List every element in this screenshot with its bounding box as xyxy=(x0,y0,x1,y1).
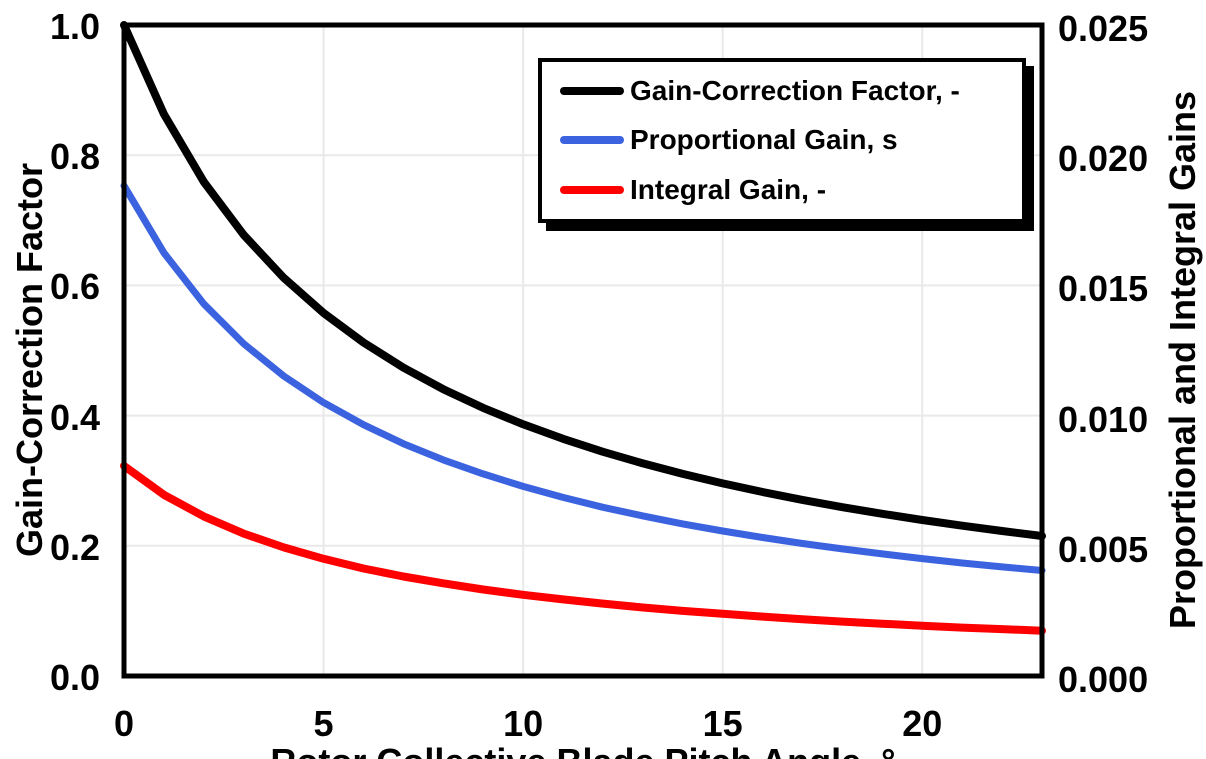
legend-line-swatch-red xyxy=(560,186,624,195)
series-line xyxy=(120,182,1046,574)
y-axis-tick-label-right: 0.025 xyxy=(1058,8,1149,49)
legend-label: Integral Gain, - xyxy=(630,174,827,206)
x-axis-tick-label: 10 xyxy=(503,703,544,744)
legend-label: Proportional Gain, s xyxy=(630,124,898,156)
y-axis-tick-label-left: 0.4 xyxy=(49,396,100,438)
legend-item: Gain-Correction Factor, - xyxy=(560,75,1022,107)
series-line xyxy=(120,461,1046,635)
legend-label: Gain-Correction Factor, - xyxy=(630,74,960,106)
y-axis-tick-label-left: 0.2 xyxy=(49,526,100,568)
legend: Gain-Correction Factor, - Proportional G… xyxy=(538,58,1026,223)
y-axis-tick-label-right: 0.005 xyxy=(1058,528,1149,570)
y-axis-tick-label-left: 0.6 xyxy=(49,266,100,308)
x-axis-tick-label: 20 xyxy=(902,703,943,744)
y-axis-tick-label-left: 1.0 xyxy=(49,6,100,47)
y-axis-tick-label-left: 0.0 xyxy=(49,657,100,698)
x-axis-tick-label: 15 xyxy=(702,703,743,744)
x-axis-tick-label: 5 xyxy=(313,703,334,744)
y-axis-tick-label-left: 0.8 xyxy=(49,136,100,178)
legend-line-swatch-blue xyxy=(560,136,624,145)
y-axis-title-left: Gain-Correction Factor xyxy=(9,162,50,558)
y-axis-title-right: Proportional and Integral Gains xyxy=(1162,90,1203,630)
y-axis-tick-label-right: 0.020 xyxy=(1058,138,1149,180)
y-axis-tick-label-right: 0.015 xyxy=(1058,268,1149,310)
legend-line-swatch-black xyxy=(560,86,624,95)
x-axis-tick-label: 0 xyxy=(113,703,135,744)
legend-item: Integral Gain, - xyxy=(560,174,1022,206)
plot-frame xyxy=(121,22,1045,679)
legend-item: Proportional Gain, s xyxy=(560,124,1022,156)
series-line xyxy=(120,21,1046,540)
y-axis-tick-label-right: 0.010 xyxy=(1058,398,1149,440)
y-axis-tick-label-right: 0.000 xyxy=(1058,659,1149,700)
x-axis-title: Rotor Collective Blade Pitch Angle, ° xyxy=(270,741,895,759)
